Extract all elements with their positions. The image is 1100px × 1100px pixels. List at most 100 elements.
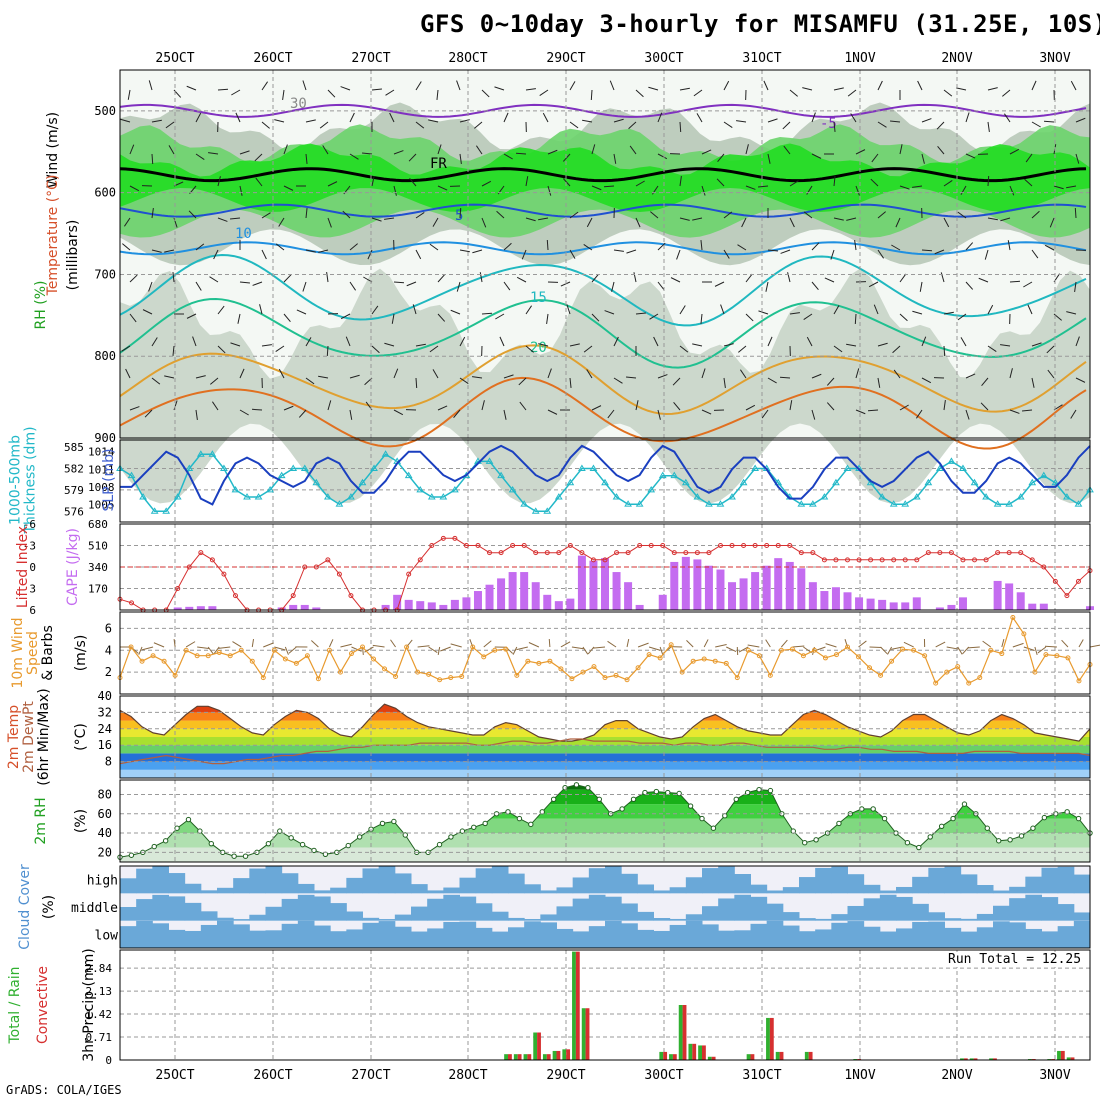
cloud-cell xyxy=(200,924,218,948)
wind-barb xyxy=(960,185,967,195)
wind-barb xyxy=(1027,304,1033,315)
axis-label: CAPE (J/kg) xyxy=(65,528,81,606)
li-point xyxy=(995,550,1001,556)
wind-barb xyxy=(138,646,143,655)
cloud-cell xyxy=(912,921,929,948)
wind-barb xyxy=(981,377,989,386)
wind-barb xyxy=(887,646,893,655)
wind-barb xyxy=(917,80,923,91)
cape-tick-label: 170 xyxy=(88,583,108,596)
thickness-point xyxy=(843,464,852,472)
wind-speed-point xyxy=(448,675,454,681)
cloud-cell xyxy=(1009,886,1026,894)
cloud-cell xyxy=(993,921,1010,948)
cloud-cell xyxy=(168,873,186,894)
cape-bar xyxy=(820,591,829,610)
wind-barb xyxy=(547,368,552,379)
rh-axis-label: 2m RH xyxy=(33,797,49,844)
precip-total-bar xyxy=(960,1058,964,1060)
wind-barb xyxy=(429,345,439,353)
cape-bar xyxy=(208,606,217,610)
wind-barb xyxy=(122,243,131,251)
wind-barb xyxy=(472,249,483,254)
wind-barb xyxy=(679,305,686,315)
wind-barb xyxy=(288,646,297,654)
rh-point xyxy=(151,843,157,850)
wind-barb xyxy=(569,343,580,347)
precip-total-bar xyxy=(542,1054,547,1060)
li-point xyxy=(694,550,700,556)
wind-barb xyxy=(693,89,703,97)
wind-barb xyxy=(459,207,462,219)
cloud-cell xyxy=(346,911,363,921)
wind-barb xyxy=(494,86,505,91)
rh-point xyxy=(619,806,625,812)
wind-barb xyxy=(560,641,571,648)
cloud-cell xyxy=(540,914,557,921)
wind-barb xyxy=(779,376,791,379)
li-point xyxy=(1041,564,1047,570)
wind-barb xyxy=(129,274,138,283)
wind-barb xyxy=(459,153,462,164)
wind-speed-point xyxy=(1010,614,1016,620)
wind-barb xyxy=(967,646,980,649)
cape-bar xyxy=(450,599,459,610)
wind-barb xyxy=(349,374,360,379)
cloud-cell xyxy=(491,931,509,948)
wind-barb xyxy=(432,217,439,227)
axis-label: (millibars) xyxy=(65,220,81,291)
wind-barb xyxy=(327,217,332,228)
precip-rain-bar xyxy=(973,1058,978,1060)
wind-barb xyxy=(657,112,663,123)
wind-barb xyxy=(254,153,263,162)
precip-total-bar xyxy=(669,1054,673,1060)
wind-barb xyxy=(251,638,255,648)
wind-barb xyxy=(144,409,153,418)
wind-barb xyxy=(1031,342,1042,347)
wind-speed-point xyxy=(293,660,299,666)
cloud-cell xyxy=(378,866,396,894)
precip-rain-bar xyxy=(585,1008,590,1060)
wind-barb xyxy=(195,409,198,420)
wind-barb xyxy=(935,641,946,648)
isotherm-line xyxy=(119,167,1087,183)
precip-rain-bar xyxy=(517,1054,522,1060)
li-point xyxy=(845,557,850,563)
wind-barb xyxy=(164,375,175,379)
wind-speed-point xyxy=(613,672,619,678)
legend-rh: RH (%) xyxy=(33,281,49,330)
cloud-cell xyxy=(1041,931,1059,948)
wind-barb xyxy=(239,368,245,379)
li-point xyxy=(521,543,527,548)
thickness-point xyxy=(935,464,944,472)
wind-speed-point xyxy=(426,671,432,677)
rh-band xyxy=(120,833,1090,848)
wind-barb xyxy=(298,409,307,418)
cloud-cell xyxy=(297,920,315,948)
rh-point xyxy=(299,841,306,848)
precip-rain-bar xyxy=(527,1054,532,1060)
wind-barb xyxy=(125,368,131,379)
cloud-cell xyxy=(508,927,525,948)
wind-barb xyxy=(1009,409,1020,414)
wind-barb xyxy=(188,210,197,219)
li-point xyxy=(325,557,331,563)
wind-barb xyxy=(503,153,513,160)
wind-barb xyxy=(1034,646,1038,655)
wind-barb xyxy=(877,211,886,219)
wind-barb xyxy=(255,177,263,187)
cape-bar xyxy=(427,602,436,610)
slp-frame xyxy=(119,439,1091,523)
wind-speed-point xyxy=(415,669,421,675)
cloud-cell xyxy=(847,921,865,948)
wind-speed-point xyxy=(360,644,365,650)
wind-speed-point xyxy=(878,672,884,678)
wind-barb xyxy=(120,118,131,123)
wind-barb xyxy=(965,153,976,159)
cape-bar xyxy=(658,594,667,610)
wind-barb xyxy=(716,178,725,187)
cloud-cell xyxy=(1041,867,1059,894)
wind-barb xyxy=(613,118,624,123)
wind-barb xyxy=(432,369,439,379)
wind-speed-point xyxy=(977,675,983,681)
